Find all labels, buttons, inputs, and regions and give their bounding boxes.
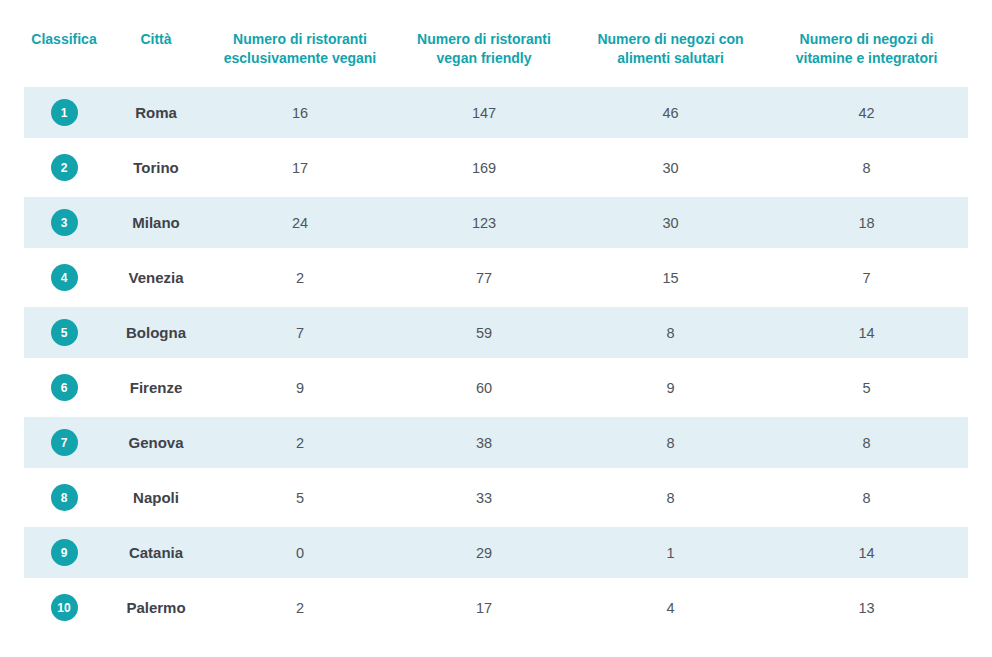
value-vegan-friendly: 33 (392, 490, 576, 506)
value-vitamin-shops: 14 (765, 545, 968, 561)
table-row: 2 Torino 17 169 30 8 (24, 142, 968, 193)
rank-badge: 6 (51, 374, 78, 401)
column-header-ristoranti-vegani: Numero di ristoranti esclusivamente vega… (208, 30, 392, 68)
value-health-shops: 8 (576, 435, 765, 451)
table-row: 3 Milano 24 123 30 18 (24, 197, 968, 248)
rank-cell: 6 (24, 374, 104, 401)
city-name: Napoli (104, 489, 208, 506)
table-row: 5 Bologna 7 59 8 14 (24, 307, 968, 358)
value-vegan-friendly: 169 (392, 160, 576, 176)
vegan-city-ranking-table: Classifica Città Numero di ristoranti es… (24, 30, 968, 637)
city-name: Torino (104, 159, 208, 176)
rank-badge: 2 (51, 154, 78, 181)
rank-badge: 3 (51, 209, 78, 236)
rank-badge: 7 (51, 429, 78, 456)
rank-cell: 7 (24, 429, 104, 456)
value-vegan-only: 5 (208, 490, 392, 506)
rank-cell: 1 (24, 99, 104, 126)
value-vegan-only: 17 (208, 160, 392, 176)
value-health-shops: 1 (576, 545, 765, 561)
value-health-shops: 15 (576, 270, 765, 286)
table-row: 8 Napoli 5 33 8 8 (24, 472, 968, 523)
table-row: 1 Roma 16 147 46 42 (24, 87, 968, 138)
table-row: 10 Palermo 2 17 4 13 (24, 582, 968, 633)
table-row: 4 Venezia 2 77 15 7 (24, 252, 968, 303)
value-vegan-only: 0 (208, 545, 392, 561)
city-name: Firenze (104, 379, 208, 396)
value-vegan-friendly: 29 (392, 545, 576, 561)
value-vegan-only: 2 (208, 600, 392, 616)
rank-cell: 8 (24, 484, 104, 511)
value-health-shops: 46 (576, 105, 765, 121)
rank-cell: 4 (24, 264, 104, 291)
column-header-citta: Città (104, 30, 208, 49)
value-vegan-only: 16 (208, 105, 392, 121)
value-vitamin-shops: 5 (765, 380, 968, 396)
value-health-shops: 30 (576, 160, 765, 176)
value-vegan-friendly: 123 (392, 215, 576, 231)
value-vitamin-shops: 18 (765, 215, 968, 231)
value-vegan-only: 2 (208, 270, 392, 286)
value-vegan-friendly: 77 (392, 270, 576, 286)
value-vegan-friendly: 60 (392, 380, 576, 396)
value-vegan-friendly: 59 (392, 325, 576, 341)
city-name: Roma (104, 104, 208, 121)
value-vitamin-shops: 8 (765, 490, 968, 506)
value-vegan-friendly: 38 (392, 435, 576, 451)
value-health-shops: 8 (576, 325, 765, 341)
value-vegan-only: 9 (208, 380, 392, 396)
table-header-row: Classifica Città Numero di ristoranti es… (24, 30, 968, 87)
rank-cell: 9 (24, 539, 104, 566)
column-header-vegan-friendly: Numero di ristoranti vegan friendly (392, 30, 576, 68)
rank-cell: 3 (24, 209, 104, 236)
value-vitamin-shops: 13 (765, 600, 968, 616)
rank-badge: 4 (51, 264, 78, 291)
city-name: Milano (104, 214, 208, 231)
value-vegan-only: 24 (208, 215, 392, 231)
column-header-vitamine-integratori: Numero di negozi di vitamine e integrato… (765, 30, 968, 68)
column-header-classifica: Classifica (24, 30, 104, 49)
value-vitamin-shops: 42 (765, 105, 968, 121)
value-vegan-friendly: 17 (392, 600, 576, 616)
city-name: Palermo (104, 599, 208, 616)
rank-badge: 1 (51, 99, 78, 126)
column-header-alimenti-salutari: Numero di negozi con alimenti salutari (576, 30, 765, 68)
rank-badge: 9 (51, 539, 78, 566)
city-name: Venezia (104, 269, 208, 286)
value-vitamin-shops: 14 (765, 325, 968, 341)
city-name: Bologna (104, 324, 208, 341)
value-vitamin-shops: 7 (765, 270, 968, 286)
value-health-shops: 30 (576, 215, 765, 231)
rank-cell: 5 (24, 319, 104, 346)
value-vegan-only: 2 (208, 435, 392, 451)
city-name: Catania (104, 544, 208, 561)
value-vegan-only: 7 (208, 325, 392, 341)
table-row: 7 Genova 2 38 8 8 (24, 417, 968, 468)
value-health-shops: 9 (576, 380, 765, 396)
value-vegan-friendly: 147 (392, 105, 576, 121)
value-health-shops: 8 (576, 490, 765, 506)
city-name: Genova (104, 434, 208, 451)
rank-badge: 8 (51, 484, 78, 511)
rank-badge: 5 (51, 319, 78, 346)
page: Classifica Città Numero di ristoranti es… (0, 0, 992, 657)
rank-cell: 2 (24, 154, 104, 181)
value-vitamin-shops: 8 (765, 160, 968, 176)
table-row: 9 Catania 0 29 1 14 (24, 527, 968, 578)
table-row: 6 Firenze 9 60 9 5 (24, 362, 968, 413)
rank-cell: 10 (24, 594, 104, 621)
rank-badge: 10 (51, 594, 78, 621)
value-health-shops: 4 (576, 600, 765, 616)
value-vitamin-shops: 8 (765, 435, 968, 451)
